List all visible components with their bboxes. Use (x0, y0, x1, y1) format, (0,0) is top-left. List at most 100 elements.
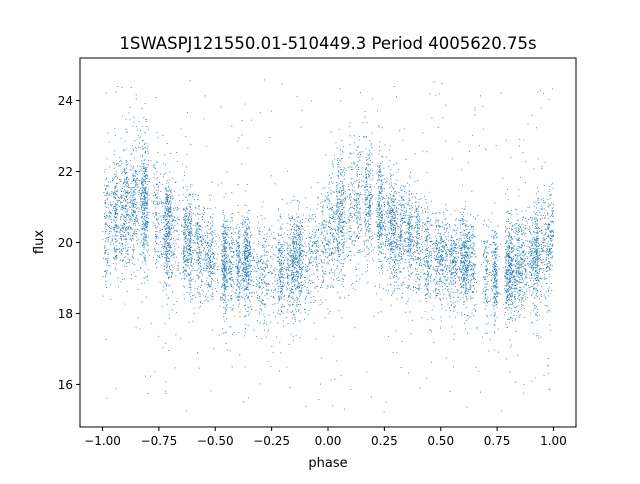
data-point (418, 206, 420, 208)
data-point (167, 213, 169, 215)
data-point (207, 254, 209, 256)
data-point (122, 218, 124, 220)
data-point (158, 244, 160, 246)
data-point (332, 260, 333, 262)
data-point (446, 268, 447, 269)
data-point (465, 235, 467, 236)
data-point (390, 186, 392, 188)
data-point (298, 263, 300, 265)
data-point (305, 263, 306, 265)
data-point (314, 250, 316, 252)
data-point (197, 245, 199, 247)
data-point (120, 230, 122, 231)
data-point (407, 250, 409, 252)
data-point (551, 220, 553, 222)
data-point (417, 288, 419, 290)
data-point (222, 248, 224, 250)
data-point (174, 239, 176, 241)
data-point (508, 272, 510, 274)
data-point (353, 254, 355, 256)
data-point (299, 273, 301, 275)
data-point (291, 255, 293, 257)
data-point (407, 215, 409, 216)
data-point (213, 257, 215, 259)
data-point (396, 246, 398, 248)
data-point (156, 184, 158, 186)
data-point (263, 299, 264, 301)
data-point (510, 295, 512, 297)
data-point (286, 300, 288, 302)
data-point (446, 274, 448, 276)
data-point (292, 289, 293, 290)
data-point (331, 173, 333, 174)
data-point (506, 279, 508, 281)
data-point (314, 252, 316, 254)
data-point (298, 283, 300, 285)
data-point (266, 264, 268, 266)
data-point (338, 191, 340, 192)
data-point (124, 181, 126, 183)
data-point (389, 224, 391, 226)
data-point (172, 198, 174, 200)
data-point (539, 277, 541, 279)
data-point (436, 258, 438, 260)
data-point (316, 249, 318, 251)
data-point (223, 277, 225, 279)
data-point (380, 163, 382, 165)
data-point (443, 241, 445, 243)
data-point (390, 222, 392, 224)
data-point (339, 231, 341, 232)
data-point (280, 270, 282, 272)
data-point (301, 287, 303, 289)
data-point (142, 184, 144, 186)
data-point (185, 217, 186, 219)
data-point (409, 311, 411, 313)
data-point (287, 260, 289, 262)
data-point (198, 257, 200, 259)
data-point (141, 251, 143, 253)
data-point (464, 301, 465, 303)
data-point (494, 250, 496, 252)
data-point (442, 264, 444, 265)
data-point (485, 305, 487, 307)
data-point (447, 277, 449, 279)
data-point (399, 260, 400, 262)
data-point (407, 301, 409, 302)
data-point (393, 264, 395, 266)
data-point (514, 307, 516, 309)
data-point (169, 250, 171, 251)
data-point (393, 209, 395, 211)
data-point (168, 249, 170, 251)
data-point (464, 257, 466, 259)
data-point (540, 230, 542, 231)
data-point (300, 312, 302, 314)
data-point (294, 275, 296, 277)
data-point (383, 221, 385, 223)
data-point (406, 287, 408, 289)
data-point (348, 231, 350, 232)
data-point (463, 269, 465, 271)
data-point (453, 248, 455, 250)
data-point (200, 302, 201, 304)
data-point (324, 270, 326, 272)
data-point (369, 175, 371, 177)
data-point (168, 179, 170, 181)
data-point (199, 240, 201, 242)
data-point (338, 310, 340, 312)
data-point (170, 252, 172, 254)
data-point (111, 210, 113, 212)
data-point (372, 178, 374, 180)
data-point (163, 239, 165, 241)
data-point (208, 274, 210, 276)
data-point (393, 269, 395, 271)
data-point (507, 290, 509, 292)
data-point (389, 227, 391, 229)
data-point (415, 256, 417, 258)
data-point (340, 149, 341, 151)
data-point (517, 258, 519, 260)
data-point (415, 197, 417, 199)
data-point (506, 284, 508, 286)
data-point (511, 263, 513, 264)
data-point (326, 240, 328, 242)
